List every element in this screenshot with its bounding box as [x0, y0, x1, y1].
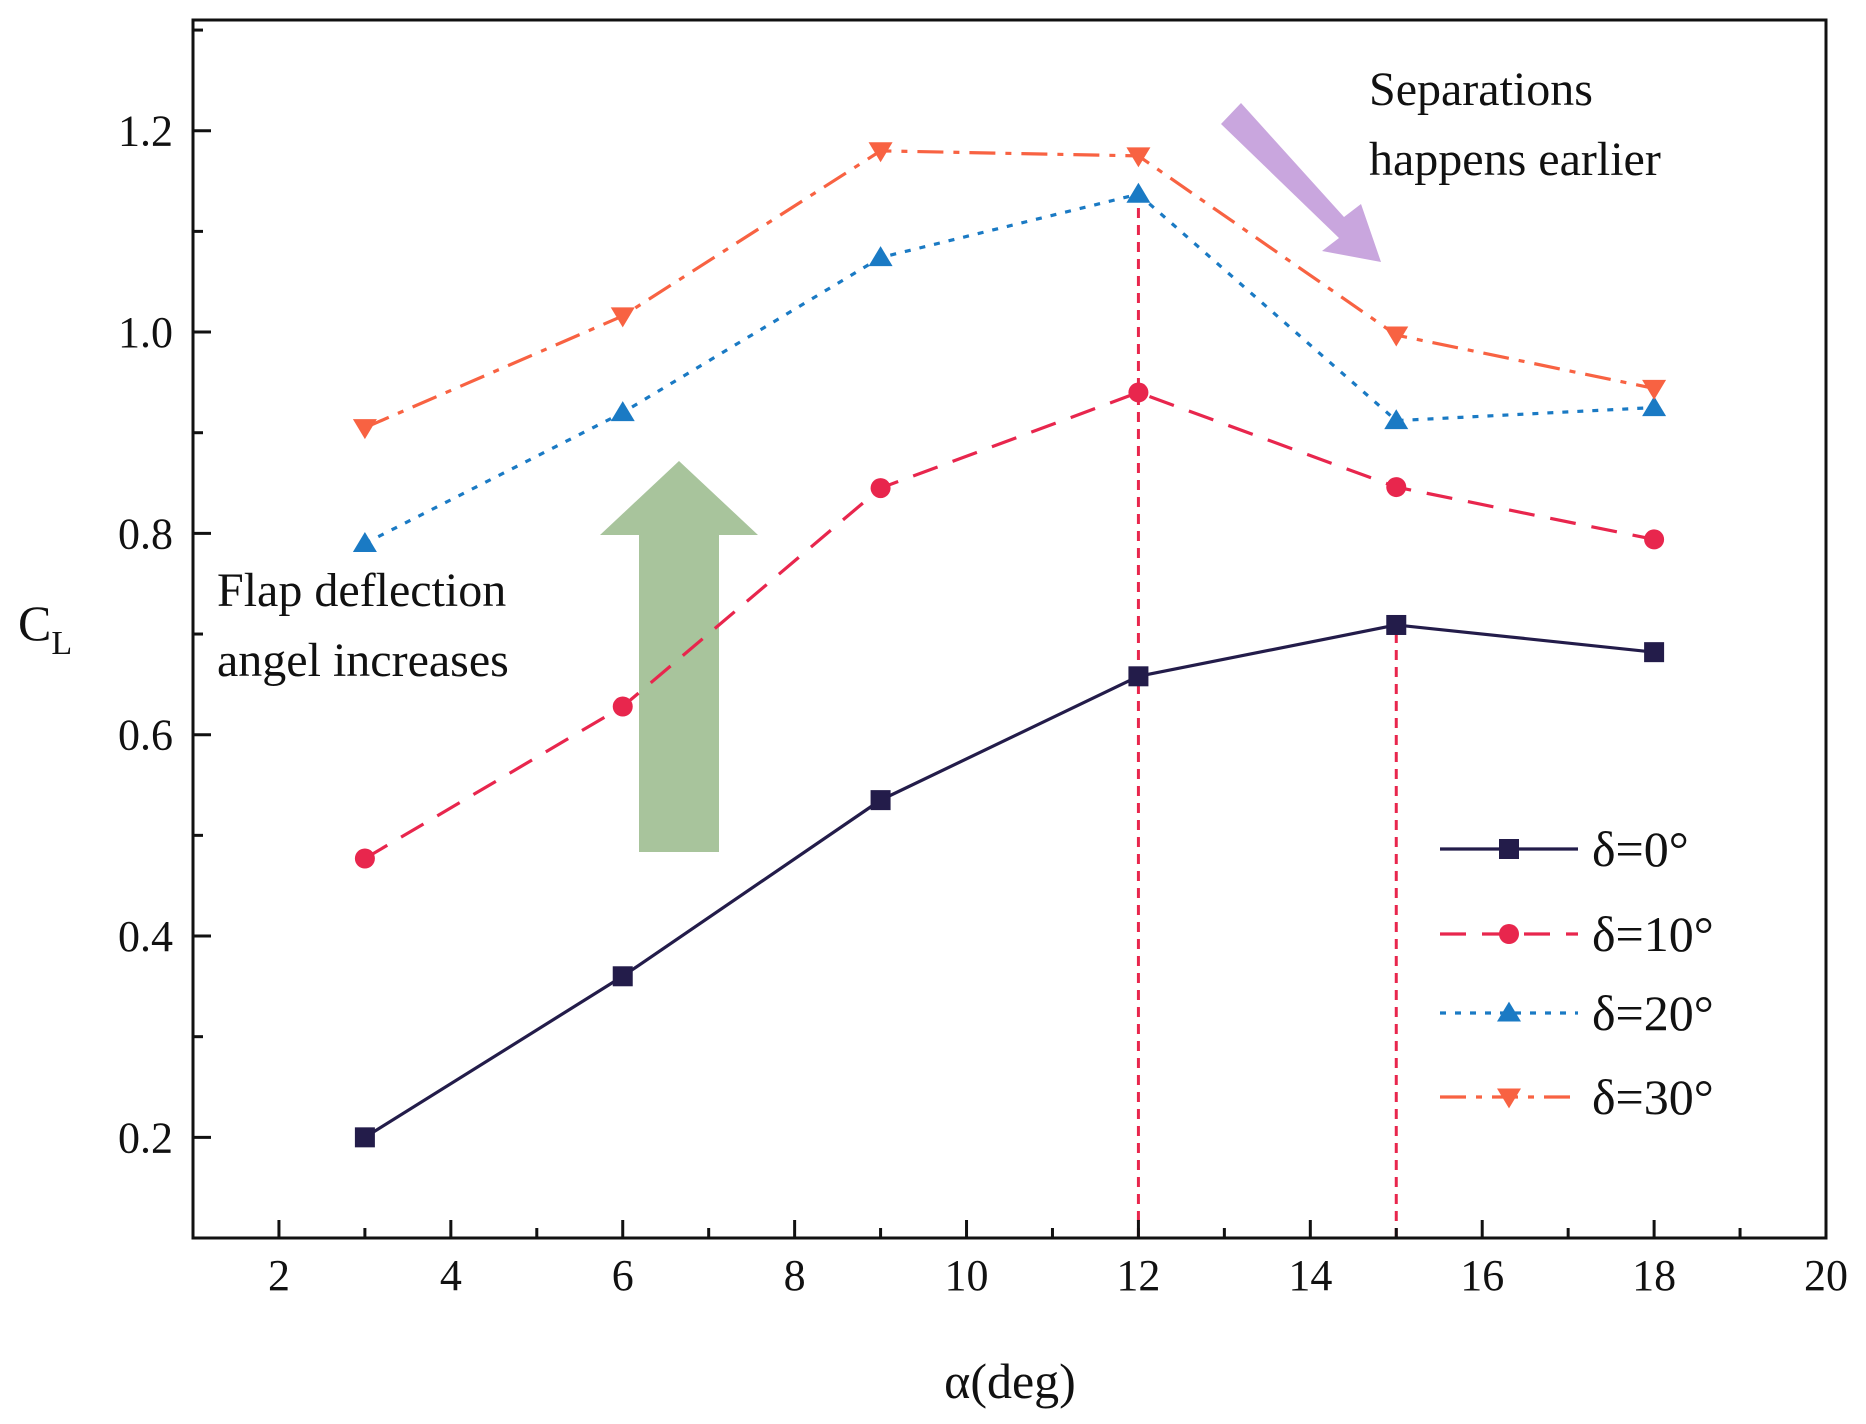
series-2-line — [364, 390, 1655, 860]
series-1-point-6 — [1644, 642, 1665, 663]
legend-label: δ=0° — [1592, 821, 1689, 877]
separation-down-right-arrow — [1221, 103, 1381, 262]
series-2-point-5 — [1386, 477, 1407, 498]
data-series — [352, 142, 1667, 1148]
series-4-line — [364, 149, 1655, 430]
series-1-point-4 — [1128, 666, 1149, 687]
series-2-point-3 — [870, 478, 891, 499]
flap-deflection-up-arrow — [600, 461, 758, 852]
series-4-point-5 — [1384, 326, 1409, 347]
series-3-point-4 — [1126, 182, 1151, 203]
series-1-point-2 — [612, 966, 633, 987]
series-4 — [352, 142, 1667, 440]
x-tick-label: 18 — [1632, 1251, 1676, 1300]
axis-ticks: 2 4 6 8 10 12 14 16 18 20 0.2 0.4 0.6 0.8 1.0 1.2 — [118, 28, 1848, 1300]
x-tick-label: 20 — [1804, 1251, 1848, 1300]
x-tick-label: 2 — [268, 1251, 290, 1300]
y-tick-label: 1.0 — [118, 308, 173, 357]
series-4-point-3 — [868, 142, 893, 163]
legend: δ=0° δ=10° δ=20° δ=30° — [1440, 821, 1714, 1125]
x-tick-label: 14 — [1288, 1251, 1332, 1300]
legend-marker — [1499, 839, 1519, 859]
series-3-point-2 — [610, 401, 635, 422]
series-3-point-6 — [1642, 396, 1667, 417]
y-tick-label: 0.4 — [118, 912, 173, 961]
series-4-point-4 — [1126, 147, 1151, 168]
series-1-point-1 — [354, 1127, 375, 1148]
series-1-point-3 — [870, 790, 891, 811]
annotation-separation-line-2: happens earlier — [1369, 133, 1661, 186]
series-3-line — [364, 192, 1655, 545]
series-1-point-5 — [1386, 614, 1407, 635]
legend-marker — [1499, 924, 1519, 944]
y-axis-title: CL — [18, 595, 72, 662]
y-tick-label: 0.6 — [118, 711, 173, 760]
x-tick-label: 6 — [612, 1251, 634, 1300]
series-4-point-2 — [610, 307, 635, 328]
series-1 — [354, 614, 1665, 1148]
annotations: Flap deflection angel increases Separati… — [217, 63, 1661, 852]
legend-marker — [1497, 1001, 1521, 1022]
y-axis-title-subscript: L — [51, 625, 72, 662]
series-4-point-1 — [352, 419, 377, 440]
series-2-point-4 — [1128, 382, 1149, 403]
y-axis-title-main: C — [18, 595, 51, 651]
x-tick-label: 8 — [784, 1251, 806, 1300]
series-2 — [354, 382, 1665, 869]
legend-label: δ=30° — [1592, 1069, 1714, 1125]
series-3-point-5 — [1384, 409, 1409, 430]
x-tick-label: 4 — [440, 1251, 462, 1300]
series-2-point-1 — [354, 848, 375, 869]
legend-item: δ=0° — [1440, 821, 1689, 877]
x-tick-label: 10 — [945, 1251, 989, 1300]
legend-item: δ=20° — [1440, 985, 1714, 1041]
annotation-flap-line-2: angel increases — [217, 634, 509, 687]
series-3-point-3 — [868, 246, 893, 267]
x-axis-title: α(deg) — [944, 1353, 1076, 1409]
annotation-flap-line-1: Flap deflection — [217, 564, 506, 617]
legend-item: δ=30° — [1440, 1069, 1714, 1125]
axis-titles: α(deg) CL — [18, 595, 1076, 1409]
legend-label: δ=10° — [1592, 906, 1714, 962]
series-2-point-2 — [612, 696, 633, 717]
legend-label: δ=20° — [1592, 985, 1714, 1041]
series-3-point-1 — [352, 532, 377, 552]
y-tick-label: 0.2 — [118, 1113, 173, 1162]
series-4-point-6 — [1642, 379, 1667, 400]
plot-frame — [191, 18, 1828, 1240]
legend-marker — [1497, 1088, 1521, 1109]
annotation-separation-line-1: Separations — [1369, 63, 1593, 116]
y-tick-label: 0.8 — [118, 509, 173, 558]
series-1-line — [364, 623, 1655, 1139]
series-2-point-6 — [1644, 529, 1665, 550]
legend-item: δ=10° — [1440, 906, 1714, 962]
x-tick-label: 12 — [1116, 1251, 1160, 1300]
y-tick-label: 1.2 — [118, 107, 173, 156]
series-3 — [352, 182, 1667, 552]
x-tick-label: 16 — [1460, 1251, 1504, 1300]
reference-lines — [1136, 191, 1398, 1238]
